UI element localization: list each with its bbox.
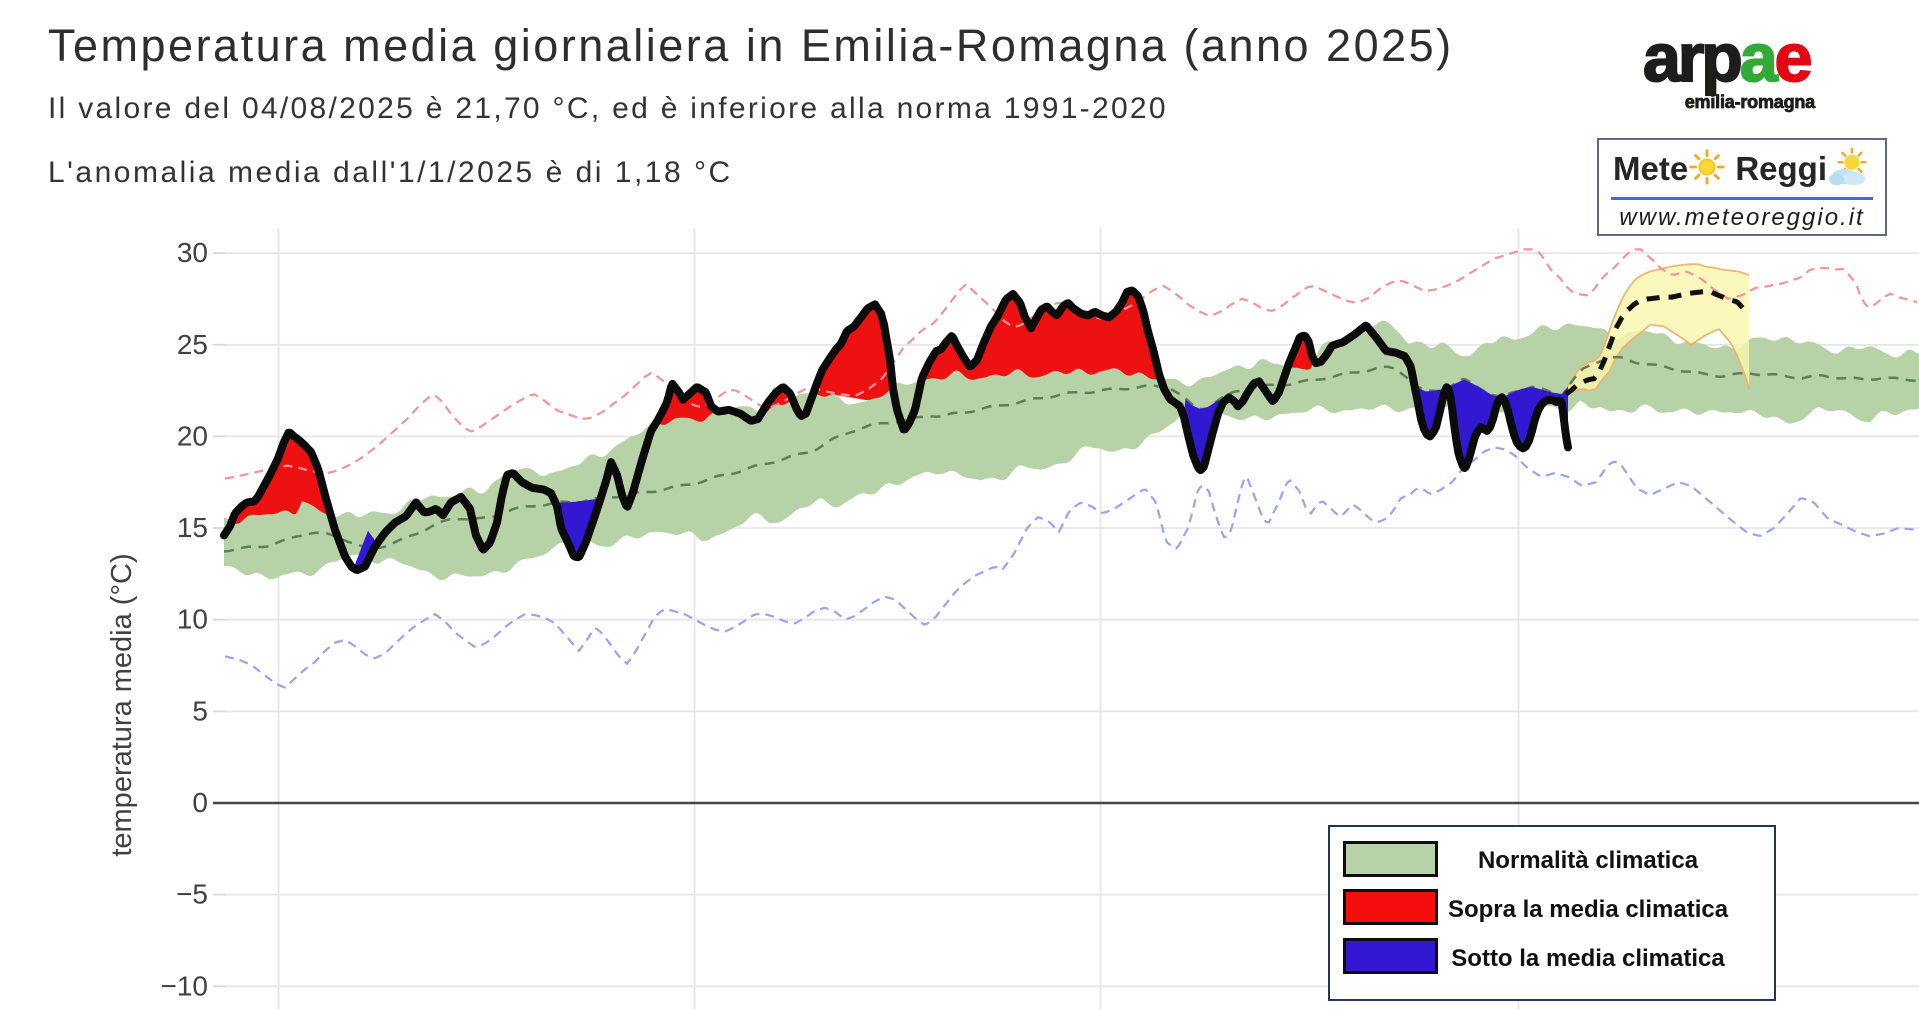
svg-text:30: 30 <box>177 237 208 268</box>
svg-text:15: 15 <box>177 512 208 543</box>
svg-text:−10: −10 <box>161 970 209 1001</box>
svg-text:0: 0 <box>192 787 208 818</box>
svg-text:temperatura media (°C): temperatura media (°C) <box>106 553 138 856</box>
svg-text:10: 10 <box>177 604 208 635</box>
svg-text:25: 25 <box>177 329 208 360</box>
svg-text:20: 20 <box>177 420 208 451</box>
svg-text:−5: −5 <box>176 879 208 910</box>
svg-text:5: 5 <box>192 695 208 726</box>
